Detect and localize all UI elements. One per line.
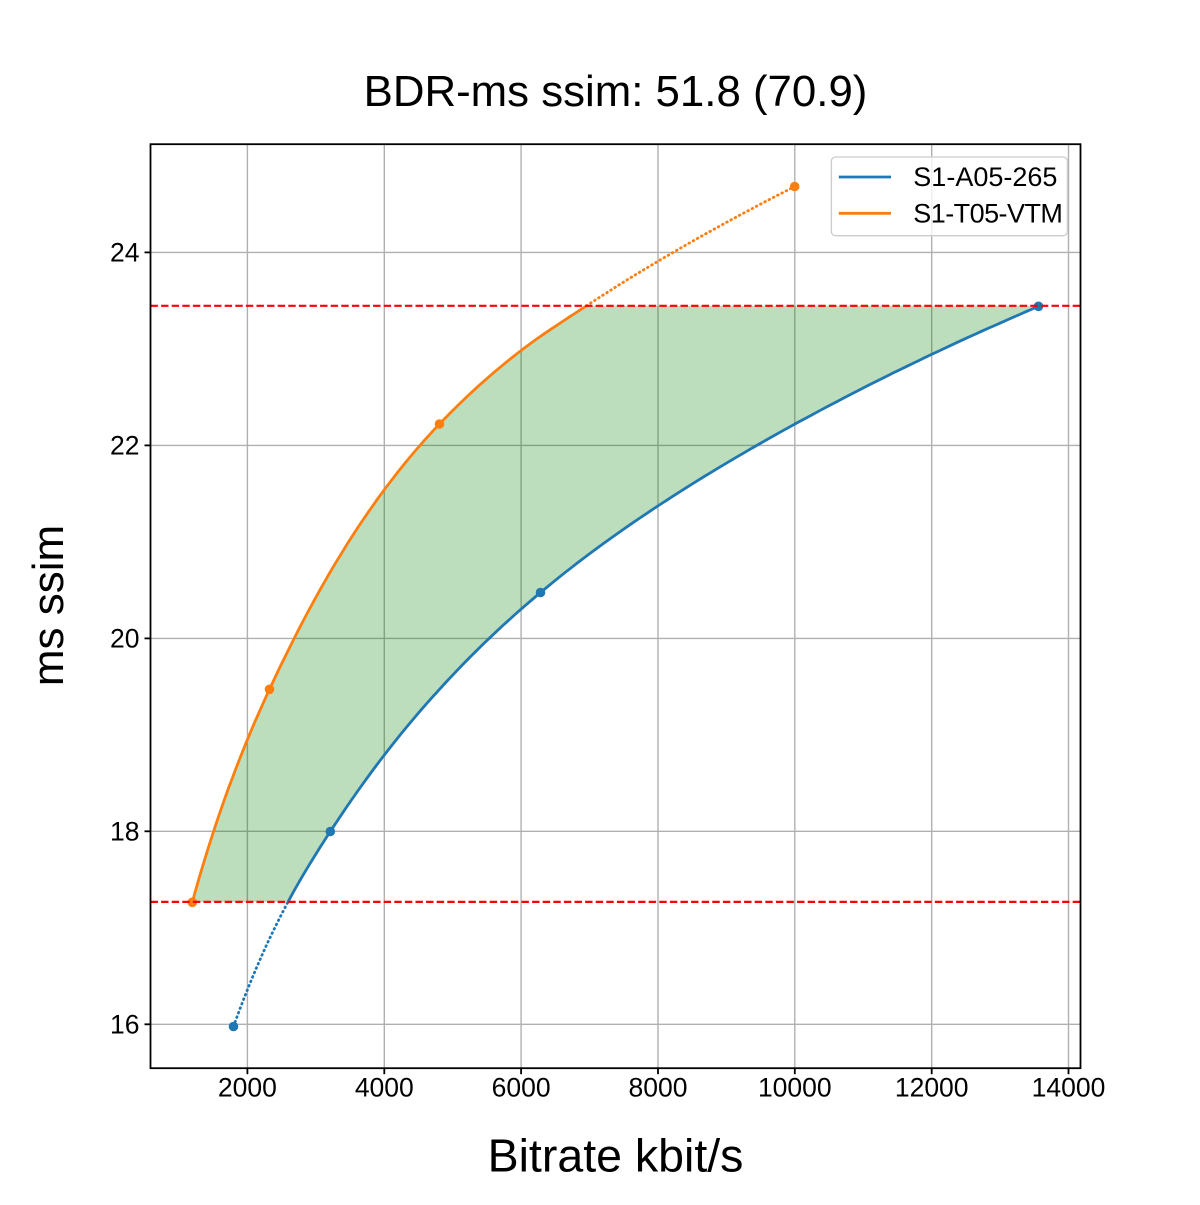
- svg-text:18: 18: [110, 817, 139, 847]
- svg-text:6000: 6000: [492, 1073, 551, 1103]
- svg-text:22: 22: [110, 431, 139, 461]
- svg-text:10000: 10000: [758, 1073, 832, 1103]
- svg-text:BDR-ms ssim: 51.8 (70.9): BDR-ms ssim: 51.8 (70.9): [364, 67, 868, 116]
- svg-text:Bitrate kbit/s: Bitrate kbit/s: [488, 1130, 744, 1182]
- svg-text:2000: 2000: [218, 1073, 277, 1103]
- svg-text:14000: 14000: [1032, 1073, 1106, 1103]
- svg-text:ms ssim: ms ssim: [24, 525, 73, 686]
- svg-text:24: 24: [110, 238, 139, 268]
- svg-text:8000: 8000: [629, 1073, 688, 1103]
- svg-text:S1-A05-265: S1-A05-265: [913, 162, 1057, 192]
- svg-text:S1-T05-VTM: S1-T05-VTM: [913, 198, 1062, 228]
- svg-text:16: 16: [110, 1010, 139, 1040]
- svg-text:20: 20: [110, 624, 139, 654]
- svg-text:12000: 12000: [895, 1073, 969, 1103]
- svg-text:4000: 4000: [355, 1073, 414, 1103]
